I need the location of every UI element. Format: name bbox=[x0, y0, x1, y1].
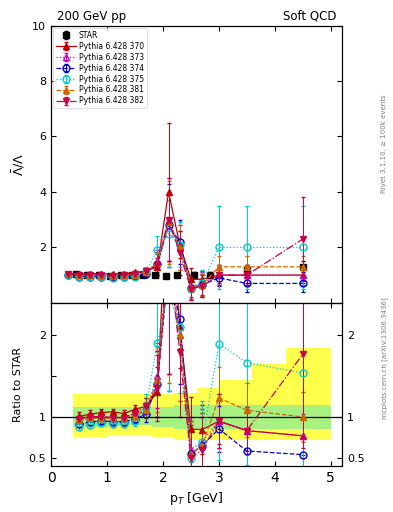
Text: Rivet 3.1.10, ≥ 100k events: Rivet 3.1.10, ≥ 100k events bbox=[381, 94, 387, 193]
Text: 200 GeV pp: 200 GeV pp bbox=[57, 10, 126, 23]
Legend: STAR, Pythia 6.428 370, Pythia 6.428 373, Pythia 6.428 374, Pythia 6.428 375, Py: STAR, Pythia 6.428 370, Pythia 6.428 373… bbox=[53, 28, 147, 109]
Text: mcplots.cern.ch [arXiv:1306.3436]: mcplots.cern.ch [arXiv:1306.3436] bbox=[381, 297, 388, 419]
Y-axis label: Ratio to STAR: Ratio to STAR bbox=[13, 347, 23, 422]
Text: Soft QCD: Soft QCD bbox=[283, 10, 336, 23]
Y-axis label: $\bar{\Lambda}/\Lambda$: $\bar{\Lambda}/\Lambda$ bbox=[10, 153, 27, 176]
X-axis label: p$_T$ [GeV]: p$_T$ [GeV] bbox=[169, 490, 224, 507]
